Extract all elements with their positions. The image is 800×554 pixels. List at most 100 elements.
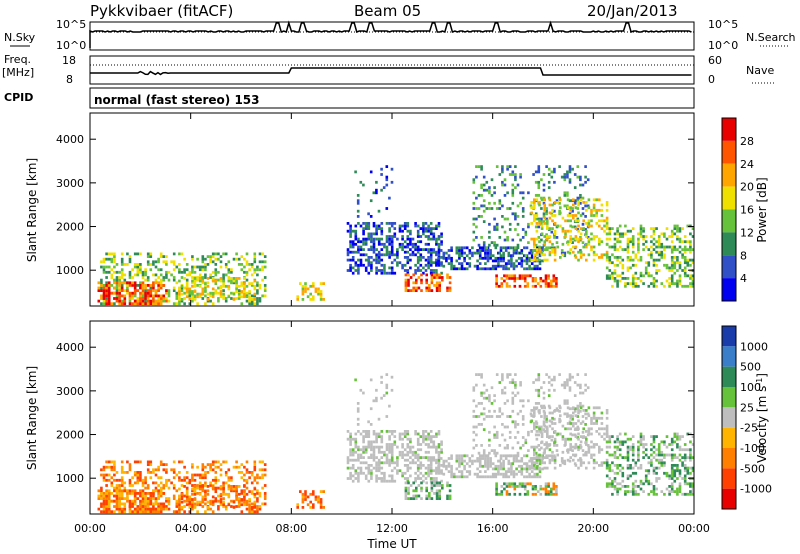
velocity-cell: [521, 423, 525, 426]
velocity-cell: [146, 471, 150, 474]
velocity-cell: [545, 441, 548, 445]
velocity-cell: [211, 485, 215, 488]
velocity-cell: [219, 468, 223, 472]
velocity-cell: [349, 471, 352, 475]
velocity-cell: [201, 500, 205, 504]
velocity-cell: [657, 450, 661, 454]
velocity-cell: [505, 482, 509, 486]
velocity-cell: [616, 448, 619, 452]
velocity-cell: [663, 461, 666, 465]
power-cell: [433, 284, 436, 287]
power-cell: [683, 261, 687, 265]
colorbar-tick-label: -500: [740, 462, 765, 475]
velocity-cell: [224, 460, 228, 464]
power-cell: [146, 278, 150, 282]
velocity-cell: [608, 477, 612, 480]
power-cell: [559, 256, 562, 259]
power-cell: [465, 262, 469, 265]
power-cell: [611, 277, 614, 280]
power-cell: [105, 297, 108, 300]
power-cell: [115, 297, 119, 300]
velocity-cell: [572, 406, 575, 410]
velocity-cell: [553, 456, 557, 459]
velocity-cell: [258, 460, 262, 464]
velocity-cell: [631, 490, 635, 493]
power-cell: [390, 222, 394, 225]
power-cell: [566, 219, 570, 223]
velocity-cell: [377, 477, 381, 480]
power-cell: [100, 281, 103, 285]
velocity-cell: [159, 492, 163, 495]
power-cell: [501, 165, 504, 168]
power-cell: [240, 290, 244, 293]
velocity-cell: [477, 451, 481, 455]
velocity-cell: [497, 472, 500, 476]
velocity-cell: [683, 479, 687, 483]
power-cell: [584, 204, 587, 208]
velocity-cell: [587, 450, 591, 454]
power-cell: [214, 289, 218, 292]
power-cell: [488, 207, 491, 210]
power-cell: [157, 276, 160, 279]
power-cell: [618, 224, 622, 228]
velocity-cell: [490, 449, 494, 452]
power-cell: [535, 237, 539, 241]
velocity-cell: [530, 419, 533, 423]
velocity-cell: [123, 507, 127, 511]
power-cell: [424, 263, 428, 267]
power-cell: [362, 227, 365, 230]
velocity-cell: [435, 448, 438, 452]
velocity-cell: [146, 499, 150, 503]
power-cell: [377, 269, 381, 272]
velocity-cell: [157, 494, 160, 498]
velocity-cell: [579, 445, 583, 449]
power-cell: [568, 251, 572, 255]
power-cell: [485, 188, 489, 192]
velocity-cell: [435, 497, 439, 500]
power-cell: [569, 237, 572, 241]
velocity-cell: [319, 490, 323, 493]
velocity-cell: [412, 489, 415, 493]
velocity-cell: [520, 464, 524, 468]
power-cell: [256, 299, 259, 303]
power-cell: [204, 302, 207, 306]
power-cell: [655, 284, 658, 288]
velocity-cell: [107, 507, 111, 511]
power-cell: [548, 216, 552, 220]
power-cell: [243, 277, 246, 280]
power-cell: [605, 232, 609, 236]
velocity-cell: [482, 449, 486, 452]
velocity-cell: [579, 422, 583, 425]
power-cell: [406, 271, 410, 275]
velocity-cell: [375, 432, 378, 436]
power-cell: [219, 260, 223, 264]
power-cell: [508, 228, 512, 231]
power-cell: [476, 251, 479, 255]
velocity-cell: [113, 494, 116, 498]
power-cell: [573, 201, 577, 205]
velocity-cell: [681, 492, 684, 496]
power-cell: [600, 203, 604, 207]
power-cell: [393, 232, 397, 236]
power-cell: [515, 249, 518, 252]
velocity-cell: [523, 482, 527, 486]
velocity-cell: [639, 443, 643, 446]
power-cell: [141, 270, 145, 274]
velocity-cell: [248, 510, 251, 514]
power-cell: [435, 224, 438, 228]
power-cell: [577, 237, 580, 241]
power-cell: [419, 258, 423, 262]
power-cell: [631, 250, 635, 254]
power-cell: [553, 222, 557, 225]
velocity-cell: [183, 478, 186, 482]
power-cell: [120, 260, 124, 264]
velocity-cell: [188, 506, 192, 509]
power-cell: [175, 265, 179, 269]
velocity-cell: [157, 489, 160, 493]
velocity-cell: [528, 475, 531, 479]
power-cell: [472, 222, 476, 226]
velocity-cell: [162, 502, 166, 506]
power-cell: [419, 253, 423, 257]
nave-right-tick-bottom: 0: [708, 73, 715, 86]
velocity-cell: [420, 497, 423, 500]
